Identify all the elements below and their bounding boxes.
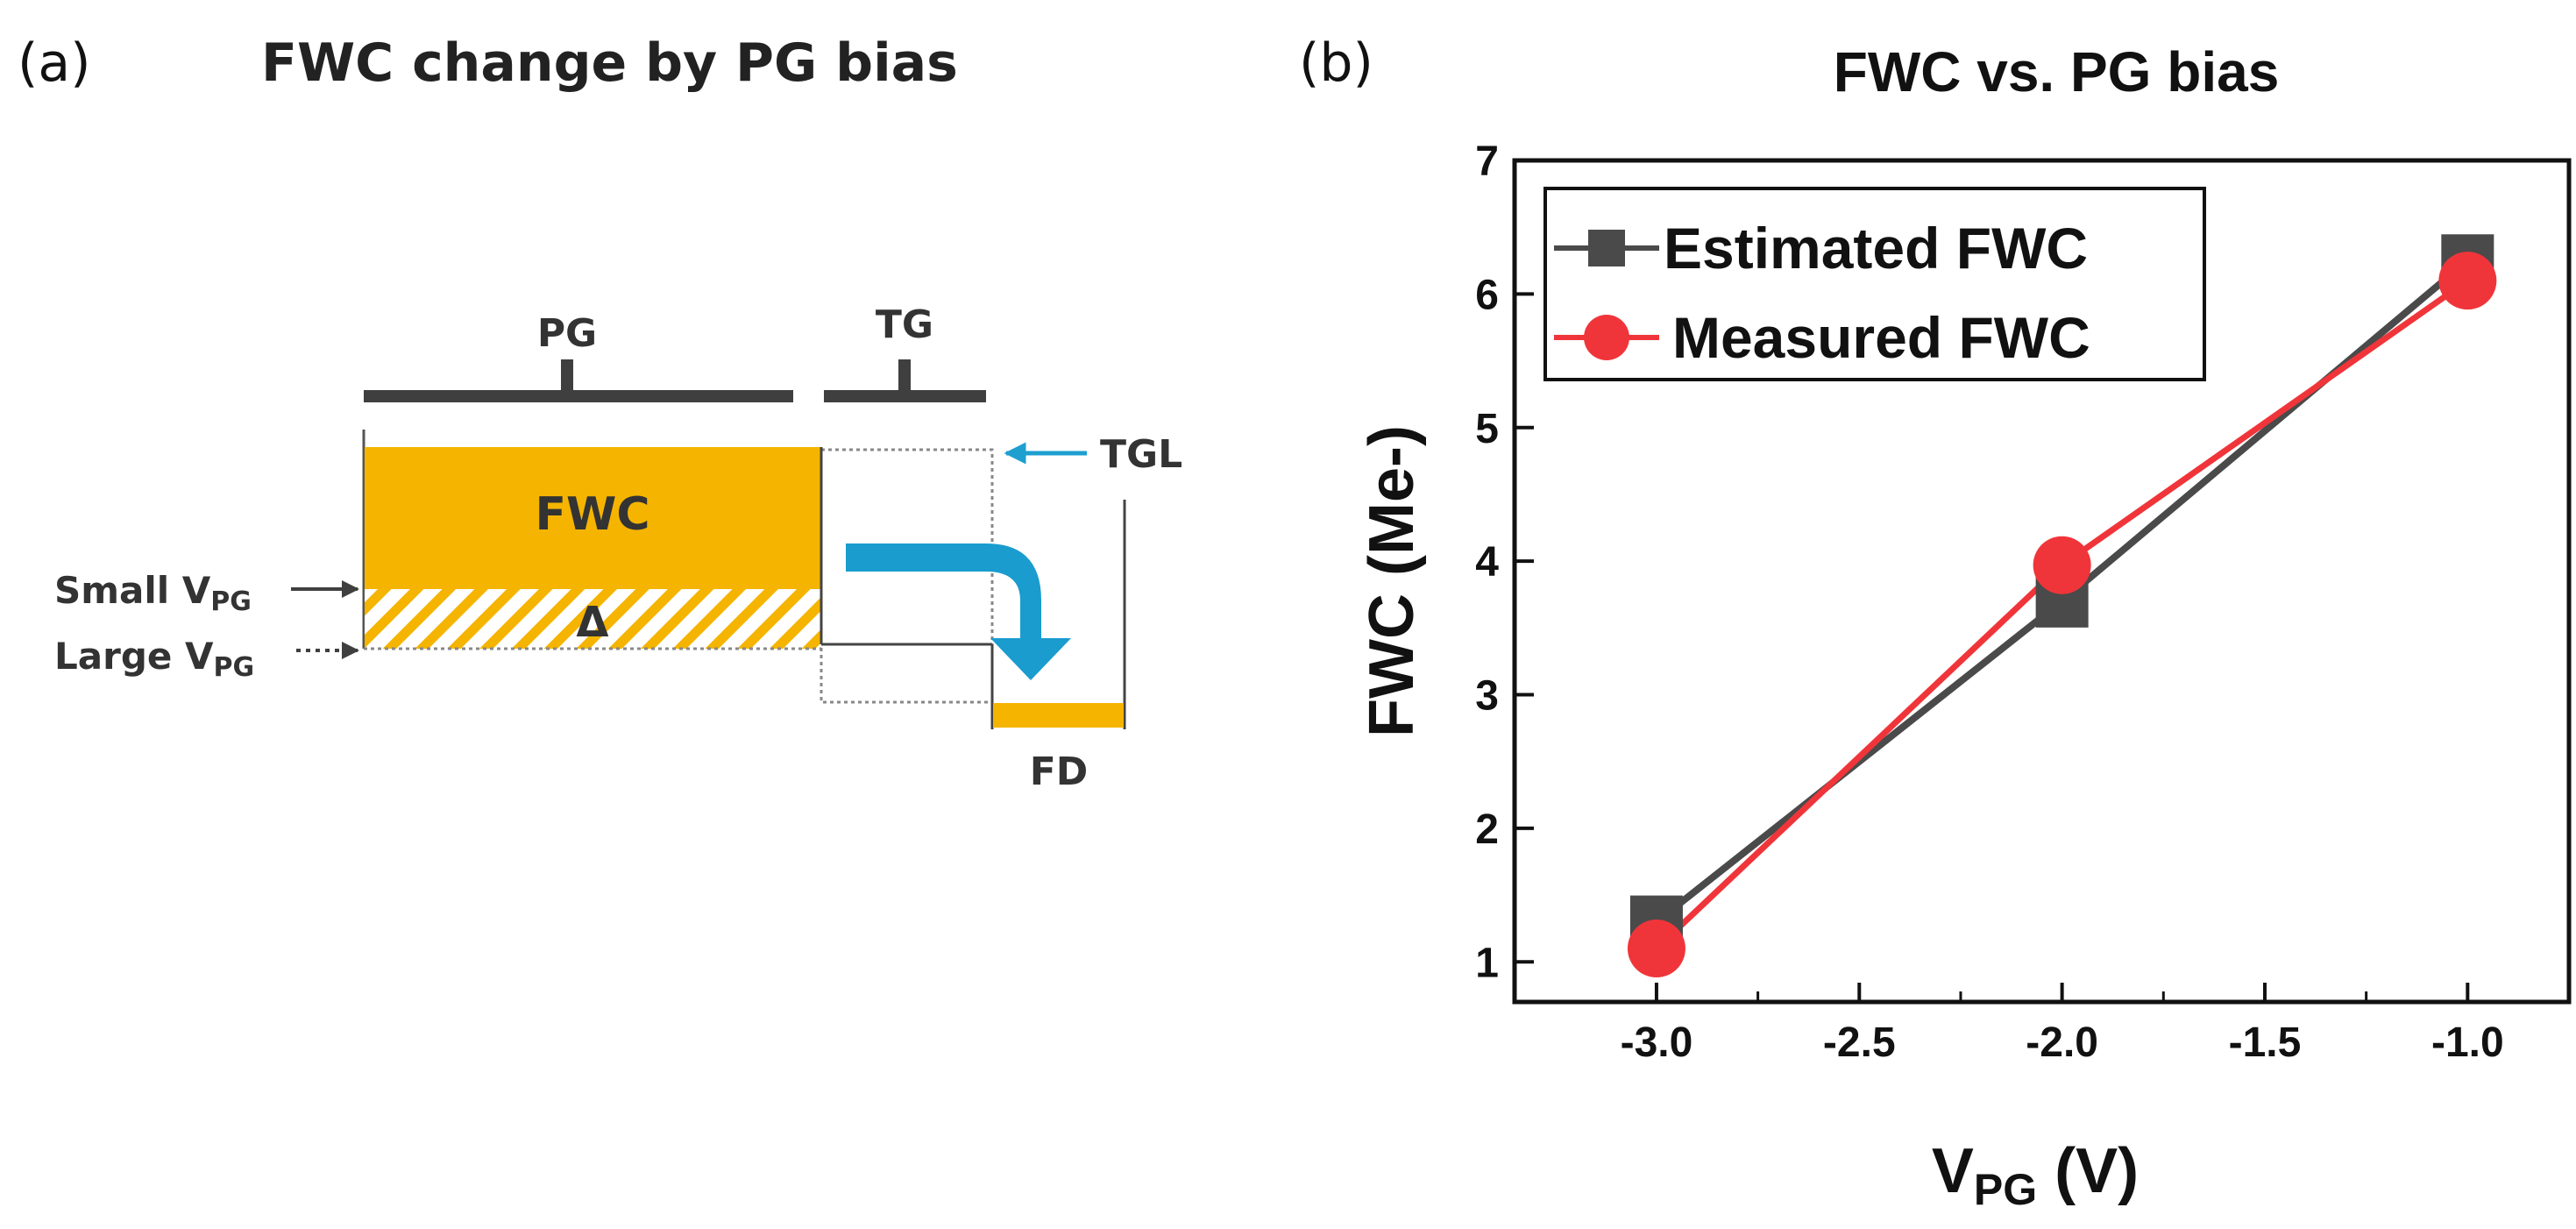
y-tick-label: 7 [1475,139,1499,185]
legend-label-estimated: Estimated FWC [1664,216,2088,281]
fwc-label: FWC [535,488,649,541]
legend: Estimated FWC Measured FWC [1543,187,2206,381]
y-tick-label: 1 [1475,940,1499,986]
pg-gate-bar [364,390,793,402]
panel-a-title: FWC change by PG bias [261,32,958,94]
pg-gate-stem [561,359,573,394]
tg-gate-bar [824,390,986,402]
data-point-measured [1627,920,1685,978]
large-vpg-label: Large VPG [54,635,254,683]
x-tick-label: -2.5 [1823,1019,1896,1066]
small-vpg-main: Small V [54,569,211,612]
legend-box [1543,187,2206,381]
fd-label: FD [1030,749,1089,794]
y-axis-ticks: 1 2 3 4 5 6 7 [1475,139,1534,986]
fd-fill [993,703,1124,728]
transfer-arrow-icon [846,543,1071,680]
y-axis-title: FWC (Me-) [1357,425,1427,737]
y-tick-label: 4 [1475,539,1499,586]
small-vpg-sub: PG [210,586,252,617]
tg-label: TG [876,302,933,347]
x-axis-title-sub: PG [1974,1165,2037,1214]
x-tick-label: -3.0 [1621,1019,1693,1066]
legend-label-measured: Measured FWC [1672,305,2090,370]
x-axis-title-unit: (V) [2037,1136,2139,1206]
x-tick-label: -2.0 [2026,1019,2098,1066]
y-tick-label: 6 [1475,272,1499,318]
y-tick-label: 2 [1475,806,1499,853]
x-tick-label: -1.0 [2431,1019,2504,1066]
tg-gate-stem [898,359,911,394]
data-point-measured [2438,252,2497,310]
legend-marker-measured [1584,315,1629,360]
tgl-label: TGL [1100,432,1182,477]
panel-a-label: (a) [18,32,91,94]
x-axis-title: VPG (V) [1932,1136,2139,1214]
pg-label: PG [537,311,597,356]
x-tick-label: -1.5 [2229,1019,2302,1066]
large-vpg-main: Large V [54,635,214,678]
y-tick-label: 3 [1475,673,1499,720]
panel-b-label: (b) [1299,32,1373,94]
panel-a: (a) FWC change by PG bias PG TG FWC Δ FD… [18,32,1182,794]
large-vpg-sub: PG [214,652,255,683]
delta-label: Δ [576,598,608,647]
x-axis-ticks: -3.0 -2.5 -2.0 -1.5 -1.0 [1621,983,2504,1066]
y-tick-label: 5 [1475,406,1499,452]
delta-hatch [365,589,821,649]
panel-b: (b) FWC vs. PG bias 1 2 3 4 5 6 7 -3.0 -2.5 -2.0… [1299,32,2572,1214]
legend-marker-estimated [1588,230,1625,266]
series-markers [1627,234,2497,978]
small-vpg-label: Small VPG [54,569,252,617]
tg-barrier-dotted [820,448,994,704]
x-axis-title-main: V [1932,1136,1974,1206]
data-point-measured [2033,536,2091,594]
chart-title: FWC vs. PG bias [1834,40,2280,103]
fwc-fill [365,447,821,589]
